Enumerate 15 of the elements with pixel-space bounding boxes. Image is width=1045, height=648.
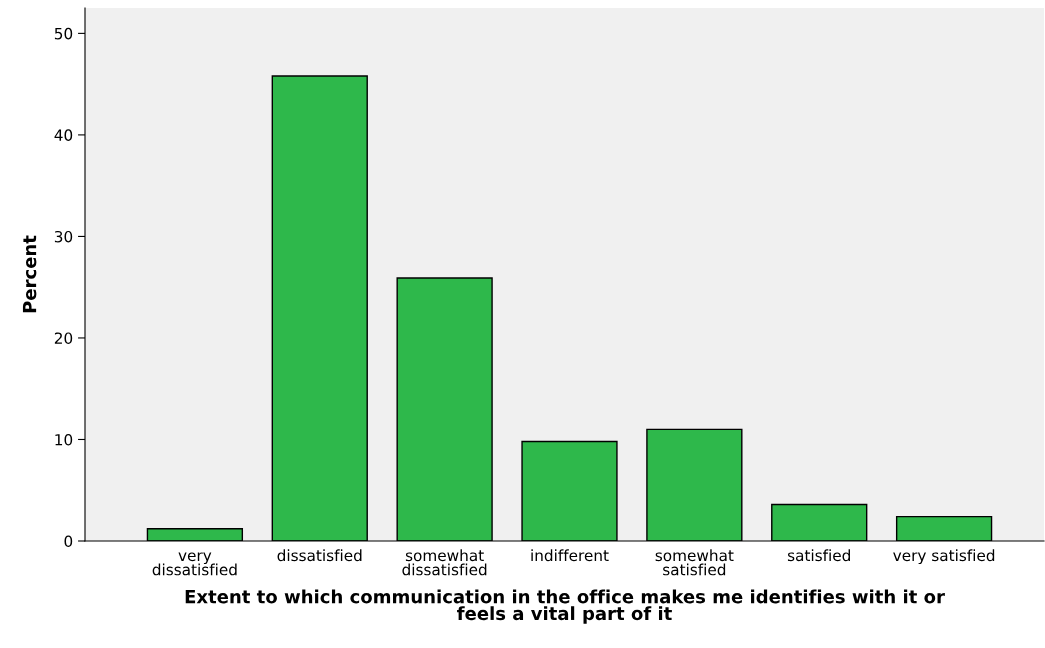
y-tick-label: 10 xyxy=(55,433,73,446)
y-tick-label: 20 xyxy=(54,332,73,344)
x-tick-label: dissatisfied xyxy=(277,549,362,562)
y-tick-label: 40 xyxy=(54,129,73,141)
x-tick-label: somewhat satisfied xyxy=(655,549,734,576)
x-axis-title: Extent to which communication in the office makes me identifies with it or feels a vital part of it xyxy=(185,589,945,624)
x-tick-label: indifferent xyxy=(531,549,609,562)
y-tick-label: 0 xyxy=(64,535,73,548)
x-tick-label: somewhat dissatisfied xyxy=(402,549,487,576)
x-tick-label: very dissatisfied xyxy=(152,552,237,576)
y-axis-title: Percent xyxy=(22,235,37,313)
y-tick-label: 50 xyxy=(54,27,73,40)
x-tick-label: very satisfied xyxy=(893,549,995,565)
y-tick-label: 30 xyxy=(54,230,73,243)
x-tick-label: satisfied xyxy=(787,549,850,562)
